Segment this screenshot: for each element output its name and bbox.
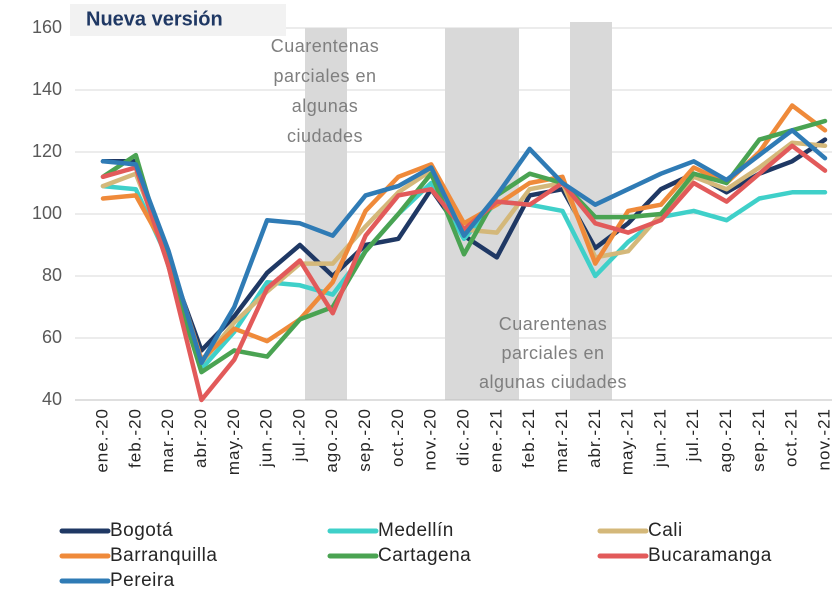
- y-tick-label: 60: [42, 327, 62, 347]
- x-tick-label: ene.-20: [92, 408, 111, 473]
- legend-label: Pereira: [110, 570, 175, 591]
- y-tick-label: 160: [32, 17, 62, 37]
- series-line: [100, 143, 828, 403]
- legend-label: Cali: [648, 520, 683, 541]
- legend-label: Cartagena: [378, 545, 471, 566]
- x-tick-label: jul.-21: [683, 408, 702, 462]
- x-tick-label: jul.-20: [289, 408, 308, 462]
- x-tick-label: oct.-21: [782, 408, 801, 467]
- x-tick-label: mar.-21: [552, 408, 571, 473]
- x-tick-label: ene.-21: [486, 408, 505, 473]
- title-box: [70, 4, 286, 36]
- y-tick-label: 40: [42, 389, 62, 409]
- x-tick-label: feb.-21: [519, 408, 538, 468]
- y-tick-label: 80: [42, 265, 62, 285]
- series-line: [100, 103, 828, 362]
- x-tick-label: abr.-21: [585, 408, 604, 468]
- legend-label: Barranquilla: [110, 545, 217, 566]
- annotation: parciales en: [273, 66, 376, 86]
- y-tick-label: 120: [32, 141, 62, 161]
- legend-label: Bogotá: [110, 520, 173, 541]
- x-tick-label: nov.-20: [421, 408, 440, 470]
- x-tick-label: sep.-21: [749, 408, 768, 472]
- annotation: algunas ciudades: [479, 372, 627, 392]
- x-tick-label: dic.-20: [453, 408, 472, 466]
- annotation: Cuarentenas: [499, 314, 608, 334]
- legend-label: Bucaramanga: [648, 545, 772, 566]
- x-tick-label: may.-21: [618, 408, 637, 475]
- series-line: [100, 180, 828, 372]
- x-tick-label: jun.-20: [257, 408, 276, 468]
- legend-label: Medellín: [378, 520, 454, 541]
- x-tick-label: nov.-21: [814, 408, 832, 470]
- x-tick-label: ago.-21: [716, 408, 735, 473]
- x-tick-label: ago.-20: [322, 408, 341, 473]
- x-tick-label: sep.-20: [355, 408, 374, 472]
- series-line: [100, 118, 828, 375]
- x-tick-label: abr.-20: [191, 408, 210, 468]
- annotation: Cuarentenas: [271, 36, 380, 56]
- x-tick-label: oct.-20: [388, 408, 407, 467]
- x-tick-label: mar.-20: [158, 408, 177, 473]
- x-tick-label: feb.-20: [125, 408, 144, 468]
- y-tick-label: 100: [32, 203, 62, 223]
- annotation: ciudades: [287, 126, 363, 146]
- series-line: [100, 128, 828, 366]
- annotation: parciales en: [501, 343, 604, 363]
- y-tick-label: 140: [32, 79, 62, 99]
- legend: Bogotá Medellín Cali Barranquilla Cartagena B…: [59, 520, 772, 591]
- x-tick-label: may.-20: [224, 408, 243, 475]
- lines: [100, 103, 828, 403]
- chart-title: Nueva versión: [86, 8, 223, 30]
- x-tick-label: jun.-21: [650, 408, 669, 468]
- annotation: algunas: [292, 96, 359, 116]
